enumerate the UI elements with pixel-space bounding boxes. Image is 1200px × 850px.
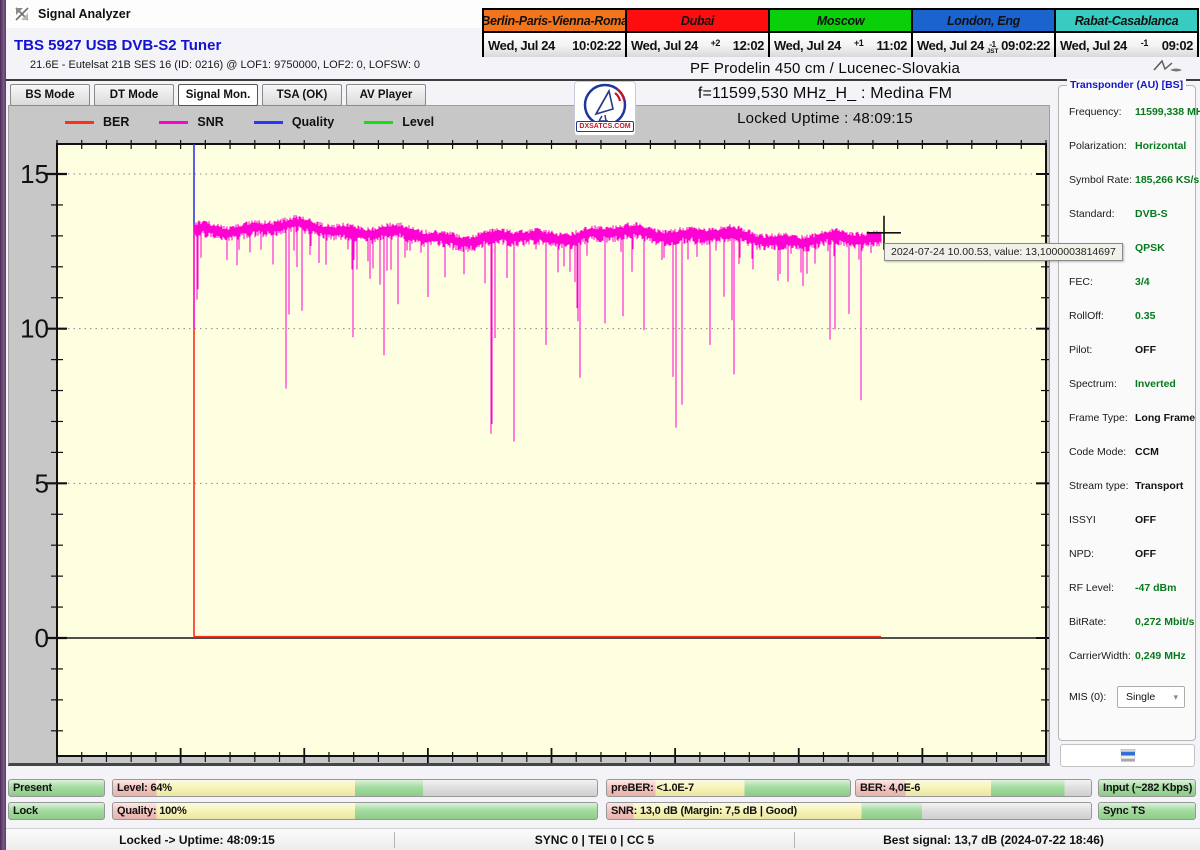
gauge-label-ber: BER: 4,0E-6	[860, 782, 921, 794]
transponder-row-frequency: Frequency:11599,338 MHz	[1069, 106, 1200, 118]
svg-text:15: 15	[20, 159, 49, 189]
tab-tsa-ok[interactable]: TSA (OK)	[262, 84, 342, 106]
legend-item-level: Level	[364, 115, 434, 129]
legend-swatch	[159, 120, 189, 124]
statusbar-cell-1: Locked -> Uptime: 48:09:15	[119, 832, 275, 847]
clock-city-1: Berlin-Paris-Vienna-Roma	[484, 10, 625, 31]
gauge-quality: Quality: 100%	[112, 802, 598, 820]
clock-city-3: Moscow	[770, 10, 911, 31]
statusbar-cell-2: SYNC 0 | TEI 0 | CC 5	[394, 831, 794, 848]
gauge-lock: Lock	[8, 802, 105, 820]
transponder-row-carrierwidth: CarrierWidth: 0,249 MHz	[1069, 650, 1186, 662]
clock-offset: +2	[710, 37, 721, 48]
chart-tooltip: 2024-07-24 10.00.53, value: 13,100000381…	[884, 243, 1123, 261]
clock-city-4: London, Eng	[913, 10, 1054, 31]
transponder-panel: Transponder (AU) [BS] Frequency: 11599,33…	[1058, 79, 1200, 741]
clock-time-1: Wed, Jul 24 10:02:22	[484, 33, 625, 57]
mis-label: MIS (0):	[1069, 691, 1107, 703]
world-clocks: Berlin-Paris-Vienna-Roma Dubai Moscow Londo…	[482, 8, 1199, 57]
status-bar: Locked -> Uptime: 48:09:15 SYNC 0 | TEI 0…	[0, 828, 1200, 850]
legend-swatch	[253, 120, 283, 124]
clock-offset: +1	[853, 37, 864, 48]
gauge-label-preber: preBER: <1.0E-7	[611, 782, 694, 794]
clock-time-5: Wed, Jul 24 -1 09:02	[1056, 33, 1197, 57]
tab-bs-mode[interactable]: BS Mode	[10, 84, 90, 106]
dxsatcs-logo: DXSATCS.COM	[574, 81, 636, 136]
chart-plot: 15 10 5 0	[20, 140, 1052, 766]
transponder-row-rf-level: RF Level: -47 dBm	[1069, 582, 1177, 594]
transponder-row-spectrum: Spectrum: Inverted	[1069, 378, 1176, 390]
svg-text:0: 0	[35, 623, 49, 653]
tuner-details: 21.6E - Eutelsat 21B SES 16 (ID: 0216) @…	[30, 59, 421, 71]
list-icon	[1120, 749, 1135, 762]
gauge-label-quality: Quality: 100%	[117, 805, 187, 817]
gauge-label-input: Input (~282 Kbps)	[1103, 782, 1193, 794]
header-divider	[6, 79, 1200, 81]
transponder-row-bitrate: BitRate: 0,272 Mbit/s	[1069, 616, 1195, 628]
gauge-label-lock: Lock	[13, 805, 38, 817]
gauge-preber: preBER: <1.0E-7	[606, 779, 851, 797]
clock-city-2: Dubai	[627, 10, 768, 31]
tab-av-player[interactable]: AV Player	[346, 84, 426, 106]
gauge-label-syncts: Sync TS	[1103, 805, 1146, 817]
gauge-label-present: Present	[13, 782, 52, 794]
frequency-title: f=11599,530 MHz_H_ : Medina FM	[697, 85, 953, 102]
window-title: Signal Analyzer	[38, 7, 131, 21]
clock-city-5: Rabat-Casablanca	[1056, 10, 1197, 31]
gauge-label-snr: SNR: 13,0 dB (Margin: 7,5 dB | Good)	[611, 805, 797, 817]
svg-text:10: 10	[20, 314, 49, 344]
tuner-name: TBS 5927 USB DVB-S2 Tuner	[14, 37, 222, 54]
transponder-row-polarization: Polarization: Horizontal	[1069, 140, 1187, 152]
clock-offset: -1 JST	[986, 39, 999, 55]
legend-item-ber: BER	[65, 115, 129, 129]
legend-item-quality: Quality	[253, 115, 334, 129]
transponder-row-issyi: ISSYI OFF	[1069, 514, 1156, 526]
clock-time-2: Wed, Jul 24 +2 12:02	[627, 33, 768, 57]
chevron-down-icon: ▾	[1173, 691, 1178, 702]
gauge-input: Input (~282 Kbps)	[1098, 779, 1196, 797]
transponder-panel-title: Transponder (AU) [BS]	[1067, 79, 1187, 91]
gauge-syncts: Sync TS	[1098, 802, 1196, 820]
transponder-row-frame-type: Frame Type: Long Frame	[1069, 412, 1196, 424]
window-border	[0, 0, 6, 850]
transponder-row-symbol-rate: Symbol Rate: 185,266 KS/s	[1069, 174, 1200, 186]
gauge-label-level: Level: 64%	[117, 782, 172, 794]
gauge-ber: BER: 4,0E-6	[855, 779, 1092, 797]
mis-selected-value: Single	[1126, 691, 1156, 703]
transponder-row-rolloff: RollOff: 0.35	[1069, 310, 1156, 322]
clock-offset: -1	[1140, 37, 1149, 48]
locked-uptime-title: Locked Uptime : 48:09:15	[737, 110, 913, 127]
dish-location-title: PF Prodelin 450 cm / Lucenec-Slovakia	[689, 60, 961, 77]
stream-list-button[interactable]	[1060, 744, 1195, 767]
legend-item-snr: SNR	[159, 115, 224, 129]
signal-history-chart[interactable]: BER SNR Quality Level 15 10 5 0	[8, 105, 1052, 766]
transponder-row-pilot: Pilot: OFF	[1069, 344, 1156, 356]
chart-legend: BER SNR Quality Level	[65, 115, 434, 129]
logo-text: DXSATCS.COM	[576, 121, 634, 132]
transponder-row-stream-type: Stream type: Transport	[1069, 480, 1184, 492]
tab-signal-mon[interactable]: Signal Mon.	[178, 84, 258, 106]
clock-time-4: Wed, Jul 24 -1 JST 09:02:22	[913, 33, 1054, 57]
svg-text:5: 5	[35, 468, 49, 498]
transponder-row-fec: FEC: 3/4	[1069, 276, 1150, 288]
transponder-row-npd: NPD: OFF	[1069, 548, 1156, 560]
statusbar-cell-3: Best signal: 13,7 dB (2024-07-22 18:46)	[794, 831, 1192, 848]
transponder-row-code-mode: Code Mode: CCM	[1069, 446, 1159, 458]
tab-dt-mode[interactable]: DT Mode	[94, 84, 174, 106]
legend-swatch	[65, 120, 94, 124]
mis-row: MIS (0): Single ▾	[1059, 686, 1195, 710]
transponder-row-standard: Standard: DVB-S	[1069, 208, 1168, 220]
legend-swatch	[364, 120, 394, 124]
signature-flourish-icon	[1153, 59, 1182, 72]
app-icon	[15, 7, 29, 21]
gauge-snr: SNR: 13,0 dB (Margin: 7,5 dB | Good)	[606, 802, 1092, 820]
clock-time-3: Wed, Jul 24 +1 11:02	[770, 33, 911, 57]
gauge-level: Level: 64%	[112, 779, 598, 797]
gauge-present: Present	[8, 779, 105, 797]
mis-select[interactable]: Single ▾	[1117, 686, 1185, 708]
mode-tabs: BS Mode DT Mode Signal Mon. TSA (OK) AV Play…	[10, 84, 426, 106]
